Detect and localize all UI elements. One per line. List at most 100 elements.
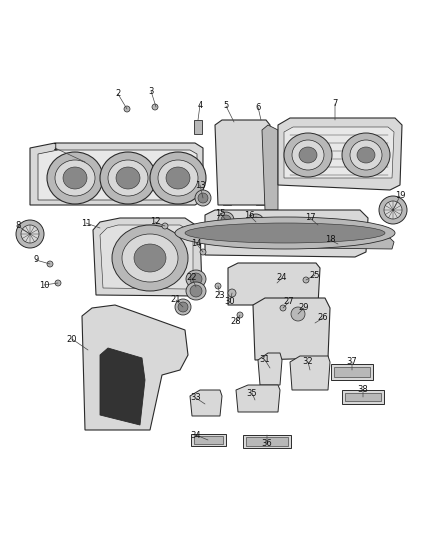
Ellipse shape (251, 217, 261, 227)
Polygon shape (258, 353, 282, 385)
Text: 6: 6 (255, 102, 261, 111)
Text: 18: 18 (325, 236, 336, 245)
Text: 28: 28 (231, 318, 241, 327)
Bar (194, 436, 223, 444)
Polygon shape (100, 348, 145, 425)
Circle shape (162, 223, 168, 229)
Circle shape (280, 305, 286, 311)
Bar (222, 129, 266, 197)
Polygon shape (262, 125, 278, 210)
Ellipse shape (190, 273, 202, 285)
Text: 32: 32 (303, 358, 313, 367)
Ellipse shape (291, 307, 305, 321)
Circle shape (200, 249, 206, 255)
Polygon shape (253, 298, 330, 360)
Polygon shape (284, 127, 394, 178)
Text: 3: 3 (148, 86, 154, 95)
Ellipse shape (100, 152, 156, 204)
Text: 12: 12 (150, 217, 160, 227)
Bar (238, 270, 278, 298)
Circle shape (124, 106, 130, 112)
Polygon shape (290, 356, 330, 390)
Bar (223, 199, 231, 205)
Circle shape (215, 283, 221, 289)
Ellipse shape (175, 217, 395, 249)
Circle shape (237, 312, 243, 318)
Text: 38: 38 (357, 385, 368, 394)
Text: 10: 10 (39, 280, 49, 289)
Text: 14: 14 (191, 238, 201, 247)
Text: 31: 31 (260, 356, 270, 365)
Text: 17: 17 (305, 214, 315, 222)
Ellipse shape (186, 282, 206, 300)
Ellipse shape (158, 160, 198, 196)
Polygon shape (93, 218, 202, 296)
Text: 15: 15 (215, 208, 225, 217)
Bar (194, 120, 202, 134)
Ellipse shape (186, 270, 206, 288)
Bar (39, 151, 45, 159)
Ellipse shape (21, 225, 39, 243)
Ellipse shape (108, 160, 148, 196)
Ellipse shape (299, 147, 317, 163)
Ellipse shape (379, 196, 407, 224)
Text: 11: 11 (81, 219, 91, 228)
Polygon shape (215, 120, 270, 205)
Text: 23: 23 (215, 290, 225, 300)
Ellipse shape (384, 201, 402, 219)
Ellipse shape (63, 167, 87, 189)
Text: 36: 36 (261, 439, 272, 448)
Polygon shape (30, 143, 203, 205)
Text: 34: 34 (191, 431, 201, 440)
Circle shape (55, 280, 61, 286)
Polygon shape (205, 210, 368, 257)
Text: 5: 5 (223, 101, 229, 110)
Text: 16: 16 (244, 211, 254, 220)
Text: 13: 13 (194, 181, 205, 190)
Polygon shape (100, 225, 193, 289)
Ellipse shape (350, 140, 382, 170)
Text: 26: 26 (318, 313, 328, 322)
Circle shape (152, 104, 158, 110)
Ellipse shape (221, 215, 231, 225)
Ellipse shape (190, 285, 202, 297)
Bar (55, 151, 61, 159)
Bar (166, 151, 173, 158)
Text: 33: 33 (191, 393, 201, 402)
Text: 20: 20 (67, 335, 77, 343)
Ellipse shape (178, 302, 188, 312)
Bar (47, 151, 53, 159)
Ellipse shape (198, 193, 208, 203)
Ellipse shape (218, 212, 234, 228)
Bar (342, 390, 384, 404)
Bar (262, 361, 278, 379)
Text: 1: 1 (53, 143, 58, 152)
Polygon shape (236, 385, 280, 412)
Bar (345, 393, 381, 401)
Ellipse shape (112, 225, 188, 291)
Bar (334, 367, 370, 377)
Bar (256, 199, 264, 205)
Ellipse shape (175, 299, 191, 315)
Bar (156, 151, 163, 158)
Bar (137, 151, 144, 158)
Text: 24: 24 (277, 273, 287, 282)
Text: 27: 27 (284, 297, 294, 306)
Polygon shape (278, 118, 402, 190)
Ellipse shape (292, 140, 324, 170)
Polygon shape (308, 238, 394, 249)
Text: 35: 35 (247, 389, 257, 398)
Ellipse shape (150, 152, 206, 204)
Polygon shape (228, 263, 320, 305)
Bar (191, 434, 226, 446)
Text: 25: 25 (310, 271, 320, 279)
Bar (243, 434, 291, 448)
Circle shape (47, 261, 53, 267)
Polygon shape (190, 390, 222, 416)
Ellipse shape (357, 147, 375, 163)
Polygon shape (38, 150, 197, 200)
Ellipse shape (47, 152, 103, 204)
Ellipse shape (248, 214, 264, 230)
Text: 2: 2 (115, 90, 120, 99)
Text: 4: 4 (198, 101, 203, 109)
